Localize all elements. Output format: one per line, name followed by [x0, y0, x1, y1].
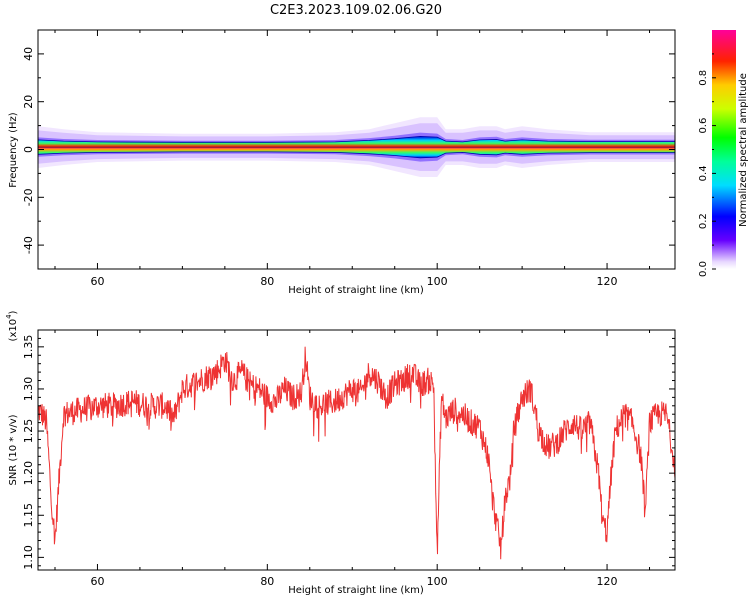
spectral-band — [38, 117, 675, 177]
colorbar-gradient — [712, 30, 736, 269]
snr-xlabel: Height of straight line (km) — [288, 585, 424, 596]
snr-ticks: 60 80 100 120 1.10 1.15 1.20 1.25 1.30 1.35 — [22, 330, 675, 588]
snr-ytick-label: 1.20 — [22, 461, 35, 486]
snr-ytick-label: 1.15 — [22, 503, 35, 528]
spectrogram-panel: 60 80 100 120 -40 -20 0 20 40 Height of straight… — [8, 29, 676, 296]
spectrogram-xtick-label: 80 — [260, 275, 274, 288]
colorbar-tick-label: 0.4 — [698, 165, 709, 181]
spectrogram-xtick-label: 120 — [597, 275, 618, 288]
snr-ytick-label: 1.30 — [22, 377, 35, 402]
spectrogram-ticks: 60 80 100 120 -40 -20 0 20 40 — [22, 29, 675, 288]
snr-xtick-label: 100 — [427, 575, 448, 588]
spectrogram-ytick-label: -20 — [22, 188, 35, 206]
snr-ytick-label: 1.35 — [22, 335, 35, 360]
spectrogram-ytick-label: -40 — [22, 236, 35, 254]
snr-ytick-label: 1.25 — [22, 419, 35, 444]
colorbar-tick-label: 0.6 — [698, 118, 709, 134]
colorbar-ticks: 0.0 0.2 0.4 0.6 0.8 — [698, 53, 716, 277]
snr-ylabel: SNR (10 * v/v) — [8, 414, 19, 485]
snr-ytick-label: 1.10 — [22, 545, 35, 570]
snr-frame — [37, 329, 676, 571]
colorbar-label: Normalized spectral amplitude — [738, 73, 749, 227]
spectrogram-ytick-label: 20 — [22, 95, 35, 109]
colorbar-tick-label: 0.8 — [698, 70, 709, 86]
colorbar-tick-label: 0.0 — [698, 261, 709, 277]
colorbar: 0.0 0.2 0.4 0.6 0.8 Normalized spectral ampl… — [698, 30, 749, 277]
snr-xtick-label: 80 — [260, 575, 274, 588]
snr-xtick-label: 60 — [90, 575, 104, 588]
snr-panel: 60 80 100 120 1.10 1.15 1.20 1.25 1.30 1.35 Heigh… — [5, 310, 676, 596]
snr-yscale-label: (x104) — [5, 310, 19, 341]
spectrogram-xtick-label: 100 — [427, 275, 448, 288]
spectrogram-ytick-label: 0 — [22, 146, 35, 153]
spectrogram-ylabel: Frequency (Hz) — [8, 112, 19, 188]
spectrogram-xtick-label: 60 — [90, 275, 104, 288]
snr-series-line — [38, 346, 675, 560]
spectrogram-xlabel: Height of straight line (km) — [288, 285, 424, 296]
colorbar-tick-label: 0.2 — [698, 213, 709, 229]
spectrogram-ytick-label: 40 — [22, 47, 35, 61]
figure-title: C2E3.2023.109.02.06.G20 — [270, 3, 442, 18]
snr-xtick-label: 120 — [597, 575, 618, 588]
